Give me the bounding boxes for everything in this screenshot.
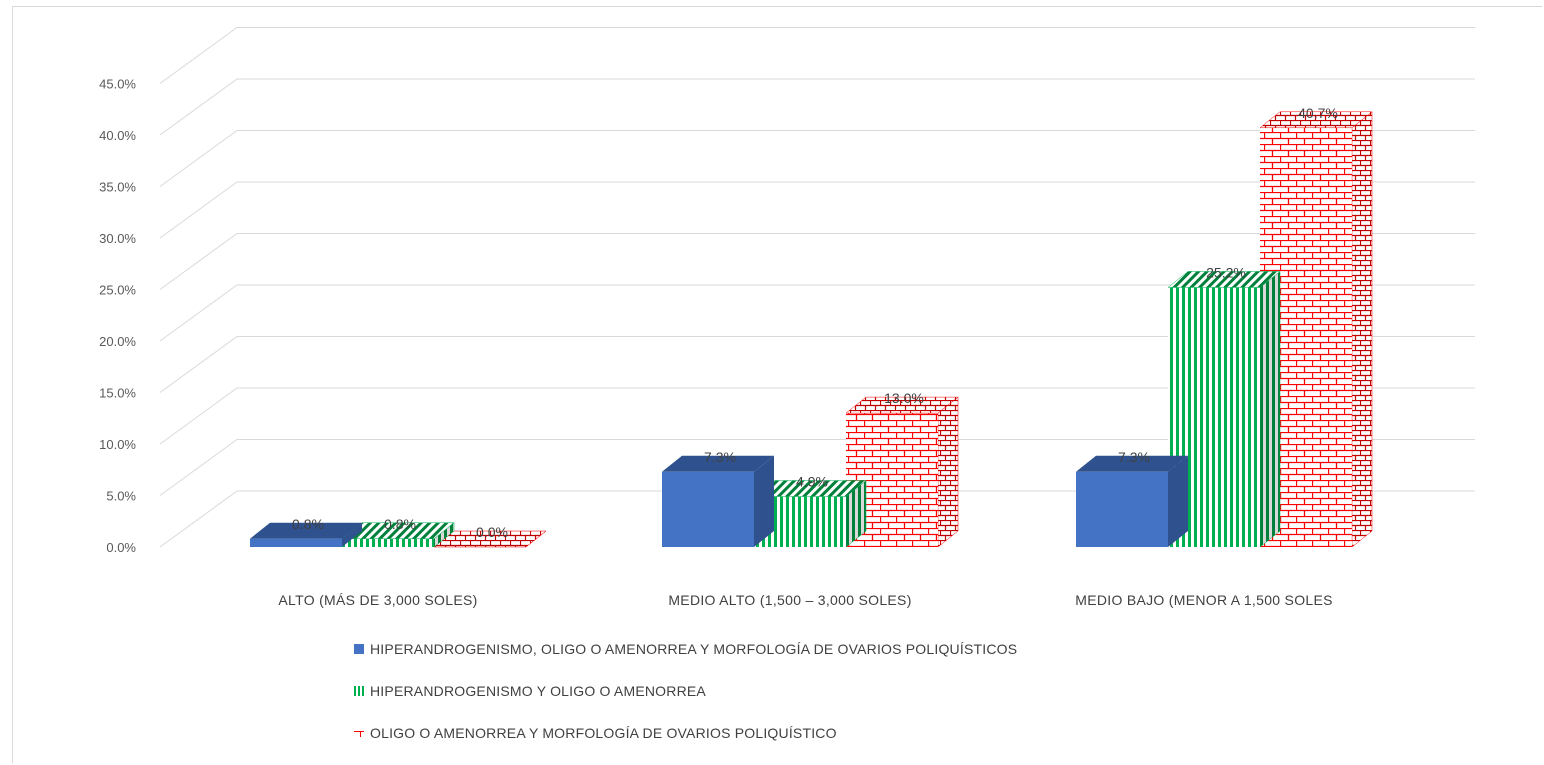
bar-chart: 0.0% 5.0% 10.0% 15.0% 20.0% 25.0% 30.0% 35.0% 40…: [99, 27, 1475, 608]
data-labels: 0.8% 0.8% 0.0% 7.3% 4.9% 13.0% 7.3% 25.2% 40.7%: [292, 105, 1338, 540]
y-tick-label: 45.0%: [99, 77, 136, 92]
gridline: [159, 284, 1475, 342]
data-label: 40.7%: [1298, 105, 1338, 121]
bar-red-cat-2: [845, 396, 959, 548]
bar-side-face: [1351, 111, 1373, 548]
legend-label-series-1: HIPERANDROGENISMO, OLIGO O AMENORREA Y M…: [370, 641, 1018, 657]
y-tick-label: 35.0%: [99, 180, 136, 195]
y-tick-label: 40.0%: [99, 128, 136, 143]
legend-item-series-3: OLIGO O AMENORREA Y MORFOLOGÍA DE OVARIO…: [354, 722, 1017, 744]
gridline: [159, 130, 1475, 187]
bar-top-face: [250, 522, 362, 539]
data-label: 7.3%: [704, 449, 736, 465]
x-category-label: ALTO (MÁS DE 3,000 SOLES): [278, 592, 477, 608]
gridline: [159, 336, 1475, 393]
y-tick-label: 10.0%: [99, 437, 136, 452]
legend-item-series-2: HIPERANDROGENISMO Y OLIGO O AMENORREA: [354, 680, 1017, 702]
y-tick-label: 25.0%: [99, 283, 136, 298]
gridline: [159, 181, 1475, 239]
data-label: 13.0%: [884, 390, 924, 406]
bar-side-face: [754, 455, 774, 547]
bar-front-face: [250, 538, 342, 547]
bars: [250, 111, 1373, 548]
bar-blue-cat-2: [662, 455, 774, 547]
bar-top-face: [1259, 111, 1373, 129]
gridline: [159, 27, 1475, 84]
legend-item-series-1: HIPERANDROGENISMO, OLIGO O AMENORREA Y M…: [354, 638, 1017, 660]
data-label: 0.0%: [476, 524, 508, 540]
data-label: 4.9%: [796, 474, 828, 490]
y-tick-label: 0.0%: [106, 540, 136, 555]
y-tick-label: 20.0%: [99, 334, 136, 349]
x-category-label: MEDIO BAJO (MENOR A 1,500 SOLES: [1075, 592, 1333, 608]
legend-label-series-3: OLIGO O AMENORREA Y MORFOLOGÍA DE OVARIO…: [370, 725, 837, 741]
gridline: [159, 233, 1475, 290]
y-tick-label: 5.0%: [106, 489, 136, 504]
data-label: 0.8%: [292, 516, 324, 532]
bar-side-face: [1168, 455, 1188, 547]
bar-blue-cat-1: [250, 522, 362, 547]
x-category-label: MEDIO ALTO (1,500 – 3,000 SOLES): [668, 592, 911, 608]
data-label: 7.3%: [1118, 449, 1150, 465]
y-axis-ticks: 0.0% 5.0% 10.0% 15.0% 20.0% 25.0% 30.0% 35.0% 40…: [99, 77, 136, 556]
bar-red-cat-3: [1259, 111, 1373, 548]
bar-side-face: [1259, 270, 1281, 548]
bar-side-face: [342, 522, 362, 547]
bar-top-face: [1167, 271, 1281, 288]
gridline: [159, 387, 1475, 445]
legend-swatch-red-brick: [354, 728, 364, 738]
y-tick-label: 30.0%: [99, 231, 136, 246]
bar-top-face: [1076, 455, 1188, 472]
bar-front-face: [662, 471, 754, 547]
bar-front-face: [1076, 471, 1168, 547]
y-tick-label: 15.0%: [99, 386, 136, 401]
gridline: [159, 439, 1475, 496]
bar-side-face: [937, 396, 959, 548]
legend-label-series-2: HIPERANDROGENISMO Y OLIGO O AMENORREA: [370, 683, 706, 699]
x-axis-categories: ALTO (MÁS DE 3,000 SOLES) MEDIO ALTO (1,5…: [278, 592, 1332, 608]
bar-blue-cat-3: [1076, 455, 1188, 547]
chart-legend: HIPERANDROGENISMO, OLIGO O AMENORREA Y M…: [354, 638, 1017, 764]
gridline: [159, 490, 1475, 548]
bar-top-face: [845, 396, 959, 414]
legend-swatch-blue: [354, 644, 364, 654]
bar-front-face: [342, 538, 434, 547]
data-label: 25.2%: [1206, 264, 1246, 280]
gridline: [159, 78, 1475, 136]
legend-swatch-green-stripes: [354, 686, 364, 696]
data-label: 0.8%: [384, 516, 416, 532]
gridlines: [159, 27, 1475, 548]
bar-top-face: [662, 455, 774, 472]
chart-frame: [12, 6, 1542, 763]
bar-green-cat-1: [341, 522, 455, 548]
